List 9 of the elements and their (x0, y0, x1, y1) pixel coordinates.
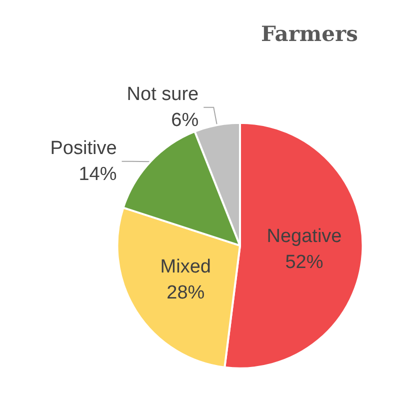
chart-title: Farmers (261, 21, 358, 46)
data-label: 28% (166, 282, 205, 304)
slice-label: Not sure (126, 84, 199, 105)
slice-label: Mixed (160, 256, 211, 278)
data-label: 52% (285, 252, 324, 274)
data-label: 14% (78, 164, 117, 185)
slice-label: Positive (50, 138, 117, 159)
data-label: 6% (171, 110, 199, 131)
slice-label: Negative (266, 226, 342, 248)
